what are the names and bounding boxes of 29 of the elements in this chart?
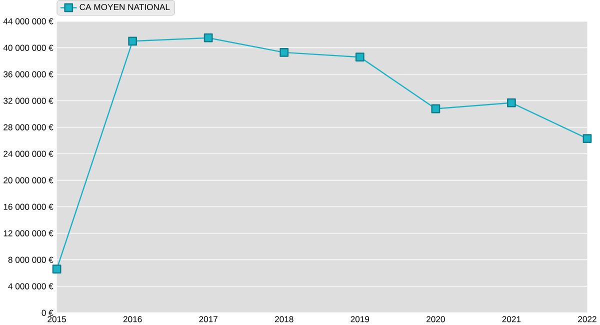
x-tick-label: 2022	[578, 316, 596, 322]
x-tick-label: 2016	[123, 316, 142, 322]
x-tick-label: 2018	[274, 316, 294, 322]
y-tick-label: 44 000 000 €	[3, 18, 54, 24]
point	[204, 33, 213, 42]
point	[128, 36, 138, 46]
y-tick-label: 8 000 000 €	[8, 256, 54, 263]
point	[280, 48, 289, 57]
y-tick-label: 32 000 000 €	[4, 98, 54, 104]
point	[582, 134, 592, 143]
y-tick-label: 24 000 000 €	[4, 150, 54, 157]
point	[355, 52, 364, 62]
y-tick-label: 16 000 000 €	[4, 204, 54, 210]
y-tick-label: 4 000 000 €	[8, 283, 54, 290]
y-tick-label: 40 000 000 €	[3, 44, 54, 51]
y-tick-label: 0 €	[42, 310, 54, 316]
y-tick-label: 36 000 000 €	[4, 71, 54, 78]
x-tick-label: 2015	[48, 316, 66, 322]
x-tick-label: 2020	[426, 316, 445, 322]
y-tick-label: 12 000 000 €	[4, 230, 54, 236]
x-tick-label: 2019	[350, 316, 370, 322]
legend-label: CA MOYEN NATIONAL	[80, 4, 170, 10]
point	[431, 104, 440, 113]
x-tick-label: 2017	[199, 316, 218, 322]
point	[52, 264, 62, 274]
y-tick-label: 28 000 000 €	[4, 124, 54, 130]
x-tick-label: 2021	[502, 316, 521, 322]
y-tick-label: 20 000 000 €	[4, 177, 54, 184]
point	[507, 98, 516, 108]
